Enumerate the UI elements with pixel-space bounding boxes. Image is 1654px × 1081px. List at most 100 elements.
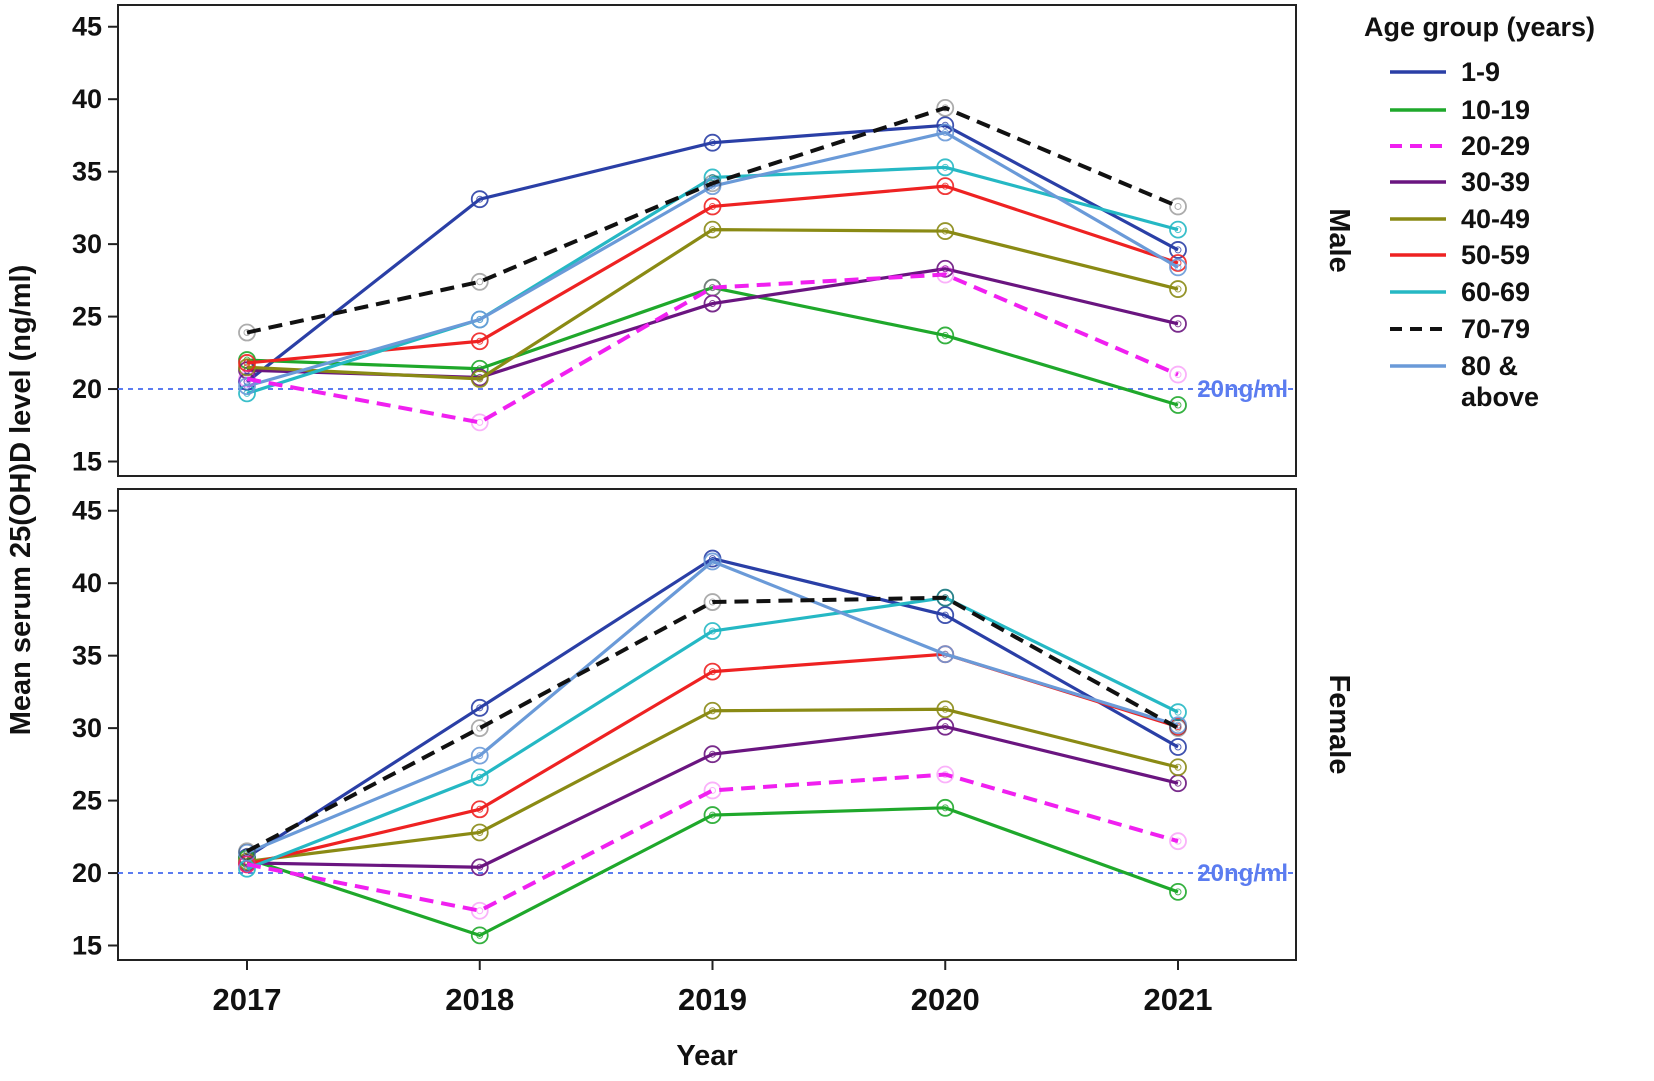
data-point-inner: [243, 847, 251, 855]
data-point: [1169, 882, 1187, 901]
data-point-inner: [476, 195, 484, 203]
reference-line-label: 20ng/ml: [1197, 376, 1288, 403]
data-point: [470, 370, 489, 388]
y-tick-label: 25: [72, 302, 102, 332]
data-point: [470, 272, 489, 291]
data-point-inner: [941, 331, 949, 339]
x-tick-label: 2019: [678, 982, 747, 1017]
y-tick-label: 15: [72, 447, 102, 477]
data-point-inner: [709, 786, 716, 794]
data-point: [703, 745, 722, 764]
data-point: [1169, 280, 1187, 298]
data-point-inner: [709, 598, 716, 606]
x-axis-title: Year: [676, 1040, 737, 1072]
data-point: [470, 823, 489, 842]
legend-label: above: [1461, 382, 1539, 412]
data-point-inner: [476, 828, 484, 836]
data-point: [936, 765, 955, 784]
series-40-49: [238, 220, 1187, 388]
data-point-inner: [1174, 708, 1182, 716]
data-point-inner: [476, 337, 484, 345]
x-tick-label: 2017: [213, 982, 282, 1017]
series-line: [246, 123, 1179, 384]
data-point-inner: [1174, 724, 1182, 732]
data-point: [1169, 314, 1187, 333]
series-30-39: [238, 717, 1187, 877]
plot-frame: [117, 488, 1297, 961]
data-point: [936, 717, 955, 736]
data-point: [238, 377, 256, 396]
data-point: [936, 123, 955, 142]
data-point: [470, 310, 489, 329]
series-80-above: [238, 123, 1187, 396]
data-point: [703, 133, 722, 152]
data-point: [936, 798, 955, 817]
data-point-inner: [476, 724, 484, 732]
legend-item: 10-19: [1390, 95, 1530, 125]
data-point: [703, 174, 722, 193]
data-point: [936, 700, 955, 719]
data-point: [703, 622, 722, 640]
series-50-59: [238, 177, 1187, 372]
legend-item: 30-39: [1390, 167, 1530, 197]
series-line: [246, 130, 1179, 388]
data-point: [1169, 220, 1187, 239]
series-line: [246, 272, 1179, 425]
series-line: [246, 105, 1179, 335]
data-point-inner: [1174, 263, 1182, 271]
series-line: [246, 228, 1179, 381]
data-point-inner: [941, 271, 949, 279]
data-point-inner: [476, 752, 484, 760]
data-point: [1169, 258, 1187, 277]
data-point-inner: [709, 668, 716, 676]
data-point: [470, 800, 489, 819]
data-point-inner: [709, 627, 716, 635]
data-point-inner: [476, 931, 484, 939]
y-tick-label: 35: [72, 157, 102, 187]
data-point: [703, 662, 722, 681]
legend-title: Age group (years): [1364, 12, 1595, 42]
data-point: [1169, 738, 1187, 756]
data-point: [1169, 365, 1187, 384]
legend-label: 40-49: [1461, 204, 1530, 234]
data-point-inner: [709, 202, 716, 210]
data-point: [703, 197, 722, 216]
series-70-79: [238, 98, 1187, 342]
legend-label: 60-69: [1461, 277, 1530, 307]
data-point: [470, 858, 489, 877]
data-point: [936, 265, 955, 284]
data-point-inner: [941, 650, 949, 658]
data-point: [470, 413, 489, 432]
data-point-inner: [1174, 371, 1182, 379]
y-tick-label: 45: [72, 12, 102, 42]
legend-label: 70-79: [1461, 314, 1530, 344]
series-60-69: [238, 588, 1187, 878]
y-tick-label: 25: [72, 786, 102, 816]
legend-label: 1-9: [1461, 57, 1500, 87]
data-point: [703, 294, 722, 313]
legend-item: 50-59: [1390, 240, 1530, 270]
data-point-inner: [243, 375, 251, 383]
series-line: [246, 652, 1179, 866]
data-point: [703, 701, 722, 720]
data-point-inner: [941, 770, 949, 778]
series-20-29: [238, 265, 1187, 432]
series-70-79: [238, 588, 1187, 861]
legend-item: 40-49: [1390, 204, 1530, 234]
data-point-inner: [476, 375, 484, 383]
data-point: [238, 354, 256, 372]
panel-female: 15 20 25 30 35 40 45 20ng/ml Female 2017 2018 2019 2…: [72, 488, 1355, 1017]
series-line: [246, 596, 1179, 871]
data-point-inner: [709, 557, 716, 565]
data-point-inner: [941, 163, 949, 171]
legend-item: 1-9: [1390, 57, 1500, 87]
data-point: [238, 842, 256, 861]
data-point: [936, 158, 955, 177]
series-line: [246, 772, 1179, 913]
data-point: [936, 98, 955, 117]
series-line: [246, 725, 1179, 869]
data-point: [703, 593, 722, 611]
panel-label: Female: [1323, 675, 1355, 775]
data-point: [703, 552, 722, 571]
